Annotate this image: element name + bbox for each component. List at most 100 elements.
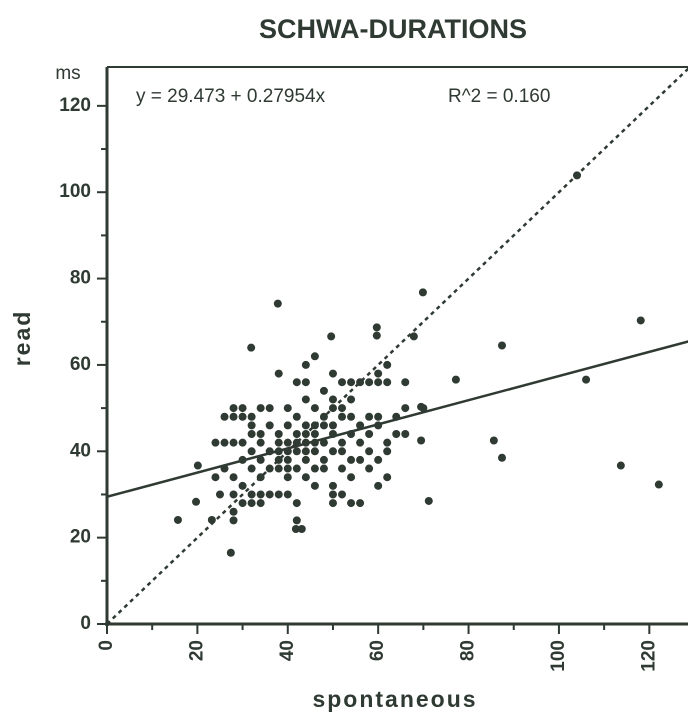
point <box>310 421 319 430</box>
point <box>365 430 374 439</box>
point <box>283 473 292 482</box>
y-axis-label: read <box>9 310 35 367</box>
point <box>497 341 506 350</box>
point <box>301 378 310 387</box>
point <box>319 464 328 473</box>
y-tick-label: 80 <box>70 268 91 289</box>
point <box>365 447 374 456</box>
point <box>238 412 247 421</box>
point <box>497 453 506 462</box>
point <box>374 421 383 430</box>
point <box>265 447 274 456</box>
point <box>220 438 229 447</box>
point <box>319 386 328 395</box>
point <box>419 404 428 413</box>
point <box>229 490 238 499</box>
point <box>247 412 256 421</box>
point <box>582 375 591 384</box>
point <box>247 343 256 352</box>
y-tick-label: 40 <box>70 440 91 461</box>
point <box>247 490 256 499</box>
point <box>283 455 292 464</box>
equation: y = 29.473 + 0.27954x <box>136 86 326 107</box>
point <box>193 461 202 470</box>
point <box>247 421 256 430</box>
point <box>274 447 283 456</box>
point <box>328 430 337 439</box>
point <box>365 412 374 421</box>
point <box>238 438 247 447</box>
point <box>265 404 274 413</box>
point <box>347 395 356 404</box>
point <box>238 455 247 464</box>
point <box>274 464 283 473</box>
point <box>347 412 356 421</box>
point <box>283 490 292 499</box>
point <box>265 490 274 499</box>
point <box>338 490 347 499</box>
x-axis-label: spontaneous <box>312 686 477 712</box>
point <box>301 430 310 439</box>
y-tick-label: 0 <box>80 613 91 634</box>
x-tick-label: 40 <box>277 640 298 661</box>
point <box>328 481 337 490</box>
point <box>401 378 410 387</box>
point <box>226 548 235 557</box>
point <box>292 516 301 525</box>
point <box>229 404 238 413</box>
point <box>489 436 498 445</box>
point <box>319 455 328 464</box>
point <box>301 473 310 482</box>
point <box>292 378 301 387</box>
point <box>328 490 337 499</box>
x-tick-label: 100 <box>548 640 569 672</box>
y-tick-label: 20 <box>70 527 91 548</box>
r-squared: R^2 = 0.160 <box>448 86 550 107</box>
y-unit: ms <box>55 63 80 84</box>
point <box>265 464 274 473</box>
point <box>207 515 216 524</box>
point <box>383 378 392 387</box>
point <box>292 447 301 456</box>
point <box>256 490 265 499</box>
point <box>374 481 383 490</box>
point <box>328 421 337 430</box>
point <box>283 447 292 456</box>
point <box>347 499 356 508</box>
point <box>383 438 392 447</box>
point <box>573 171 582 180</box>
point <box>256 455 265 464</box>
point <box>211 473 220 482</box>
point <box>273 299 282 308</box>
point <box>310 404 319 413</box>
point <box>310 352 319 361</box>
x-tick-label: 0 <box>96 640 117 651</box>
point <box>229 438 238 447</box>
point <box>374 378 383 387</box>
point <box>274 490 283 499</box>
point <box>451 375 460 384</box>
point <box>319 438 328 447</box>
identity-line <box>106 67 688 625</box>
point <box>310 438 319 447</box>
point <box>383 447 392 456</box>
point <box>238 499 247 508</box>
point <box>310 464 319 473</box>
point <box>173 515 182 524</box>
point <box>356 421 365 430</box>
point <box>372 331 381 340</box>
point <box>301 360 310 369</box>
point <box>238 481 247 490</box>
x-tick-label: 60 <box>367 640 388 661</box>
point <box>229 516 238 525</box>
point <box>338 412 347 421</box>
point <box>372 323 381 332</box>
point <box>374 455 383 464</box>
point <box>297 525 306 534</box>
y-tick-label: 100 <box>59 181 91 202</box>
point <box>283 421 292 430</box>
point <box>229 507 238 516</box>
point <box>654 480 663 489</box>
point <box>247 430 256 439</box>
point <box>365 378 374 387</box>
